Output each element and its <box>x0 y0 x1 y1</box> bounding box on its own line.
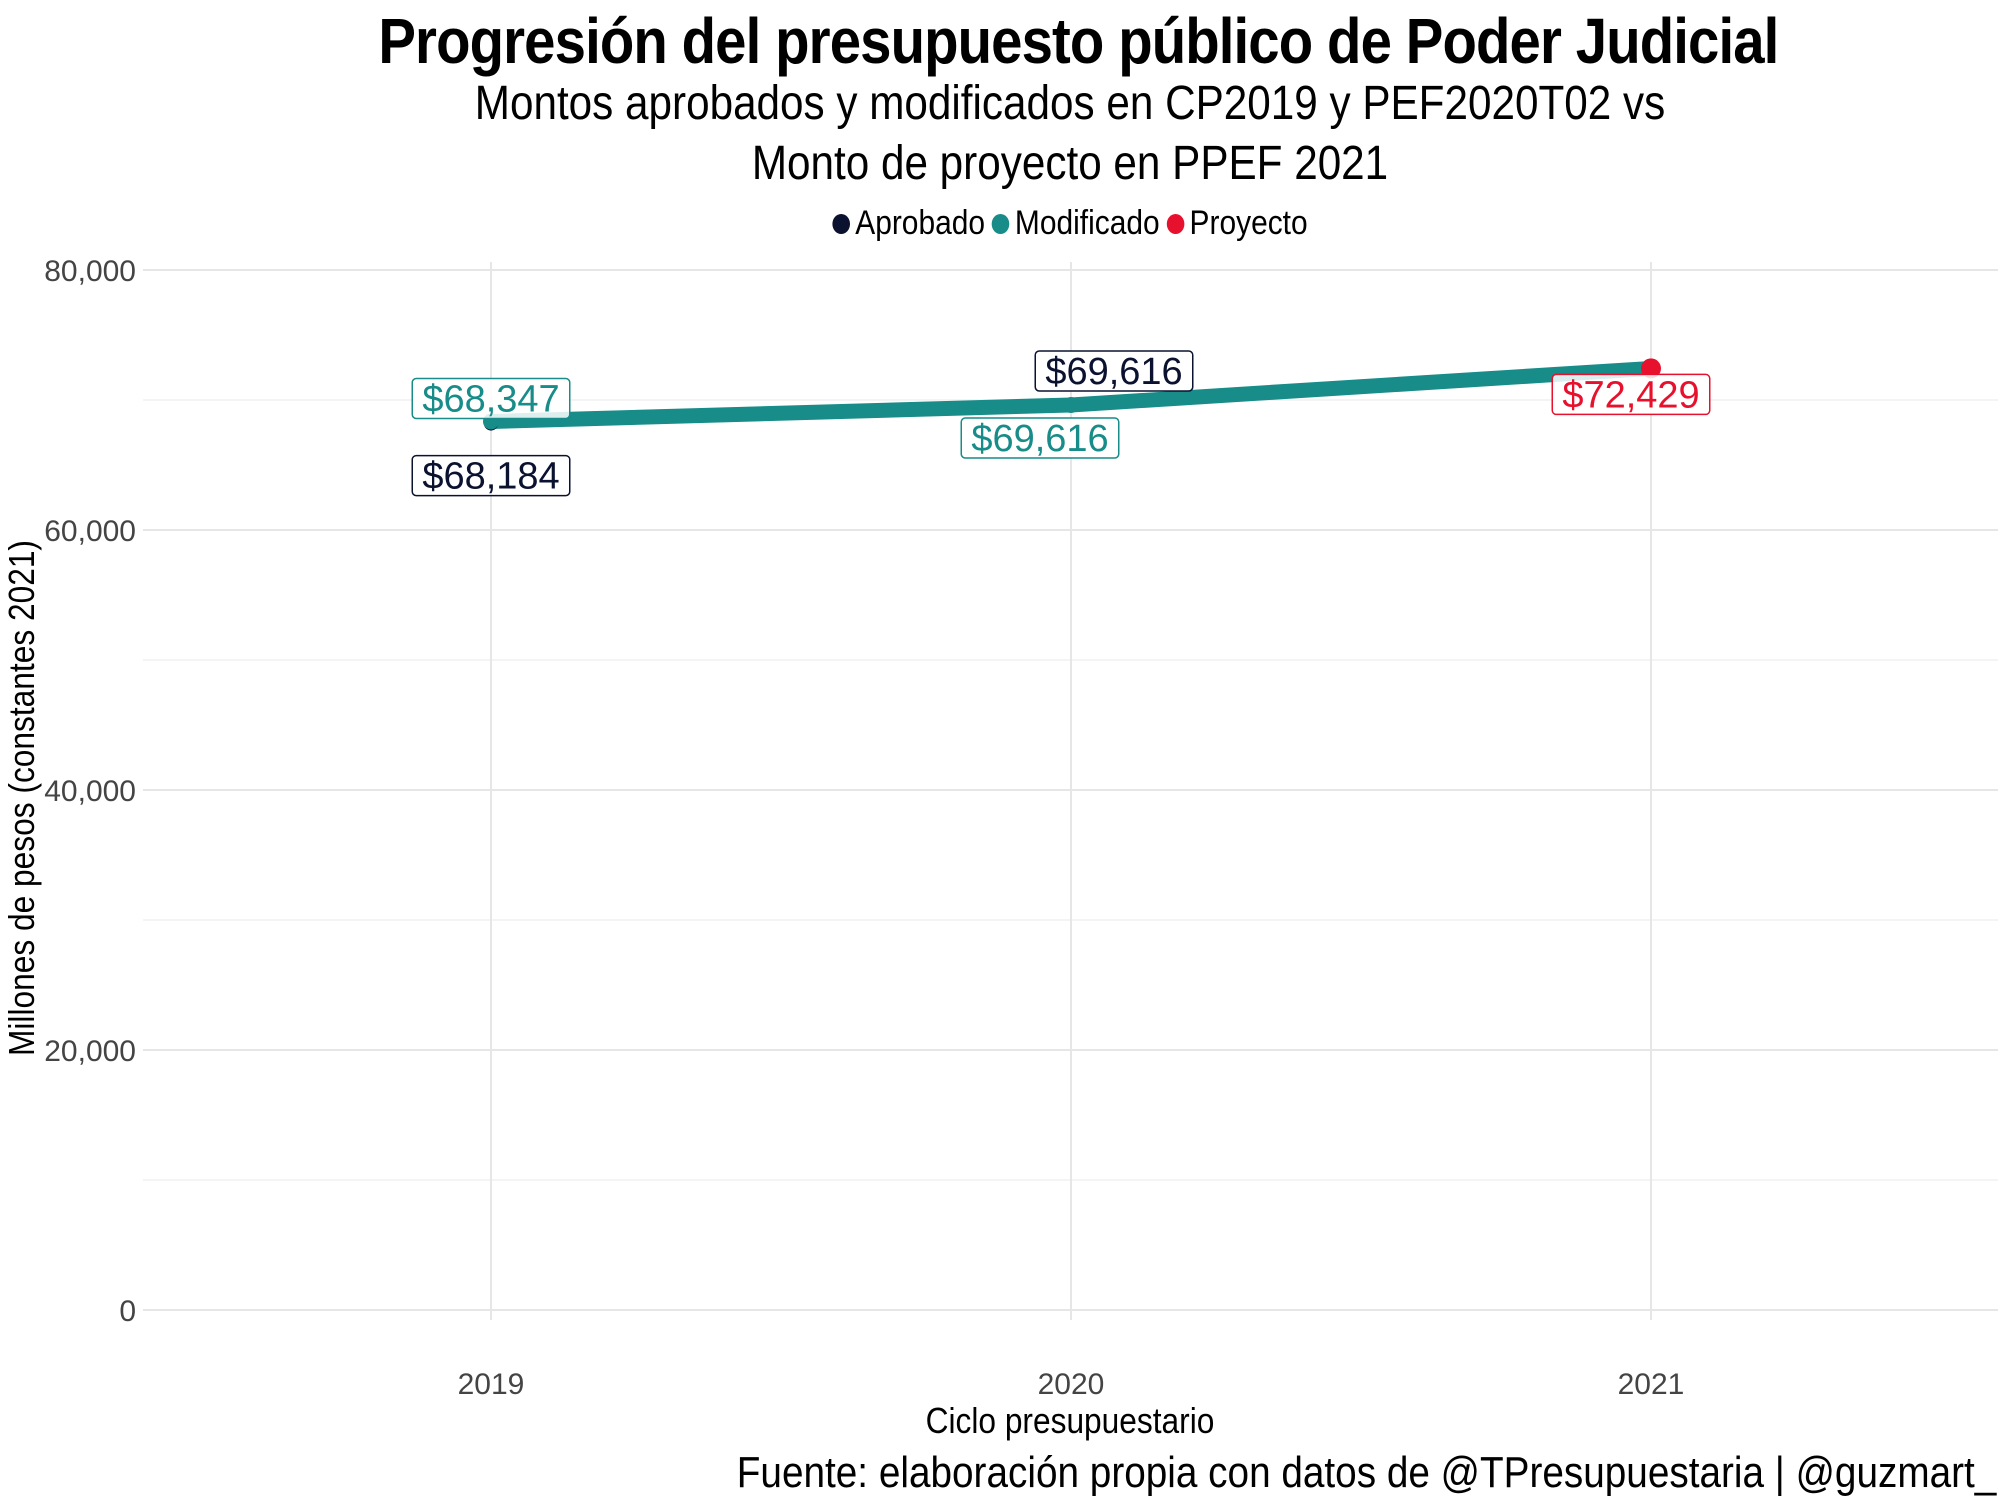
chart-subtitle-line-2: Monto de proyecto en PPEF 2021 <box>751 137 1389 190</box>
chart-subtitle-line-1: Montos aprobados y modificados en CP2019… <box>474 77 1666 130</box>
x-axis-label: Ciclo presupuestario <box>925 1400 1215 1441</box>
legend-dot-modificado <box>992 213 1010 234</box>
y-tick-label: 0 <box>119 1295 136 1328</box>
legend-item-aprobado: Aprobado <box>832 204 985 243</box>
x-tick-label: 2019 <box>458 1368 525 1401</box>
data-label-proyecto-box <box>1551 373 1711 416</box>
point-proyecto <box>1641 358 1661 379</box>
data-label-aprobado-box <box>411 454 571 497</box>
data-label-modificado: $69,616 <box>960 417 1120 460</box>
x-tick-label: 2020 <box>1038 1368 1105 1401</box>
data-label-aprobado: $68,184 <box>411 454 571 498</box>
y-tick-label: 20,000 <box>44 1035 136 1068</box>
y-axis-label: Millones de pesos (constantes 2021) <box>1 540 42 1056</box>
point-modificado <box>1063 396 1079 413</box>
data-label-proyecto-text: $72,429 <box>1562 374 1699 416</box>
y-tick-label: 80,000 <box>44 255 136 288</box>
data-label-proyecto: $72,429 <box>1551 373 1711 416</box>
data-label-modificado-box <box>960 417 1120 459</box>
y-tick-label: 60,000 <box>44 515 136 548</box>
x-tick-label: 2021 <box>1618 1368 1685 1401</box>
data-label-aprobado-text: $68,184 <box>422 456 559 498</box>
chart-title: Progresión del presupuesto público de Po… <box>378 5 1779 77</box>
data-label-aprobado-text: $69,616 <box>1045 351 1182 393</box>
chart-caption: Fuente: elaboración propia con datos de … <box>736 1448 1996 1497</box>
data-label-aprobado-box <box>1034 350 1194 392</box>
data-label-modificado-text: $68,347 <box>422 378 559 420</box>
legend-label-proyecto: Proyecto <box>1189 204 1308 242</box>
legend-dot-proyecto <box>1166 213 1185 234</box>
legend-label-aprobado: Aprobado <box>855 204 986 242</box>
data-label-modificado: $68,347 <box>411 377 571 420</box>
legend-label-modificado: Modificado <box>1014 204 1160 242</box>
legend-item-modificado: Modificado <box>992 204 1160 243</box>
legend-item-proyecto: Proyecto <box>1166 204 1308 243</box>
legend-dot-aprobado <box>832 213 850 234</box>
y-tick-label: 40,000 <box>44 775 136 808</box>
legend: Aprobado Modificado Proyecto <box>128 204 2000 243</box>
data-label-modificado-box <box>411 377 571 420</box>
data-label-aprobado: $69,616 <box>1034 350 1194 393</box>
data-label-modificado-text: $69,616 <box>971 418 1108 460</box>
